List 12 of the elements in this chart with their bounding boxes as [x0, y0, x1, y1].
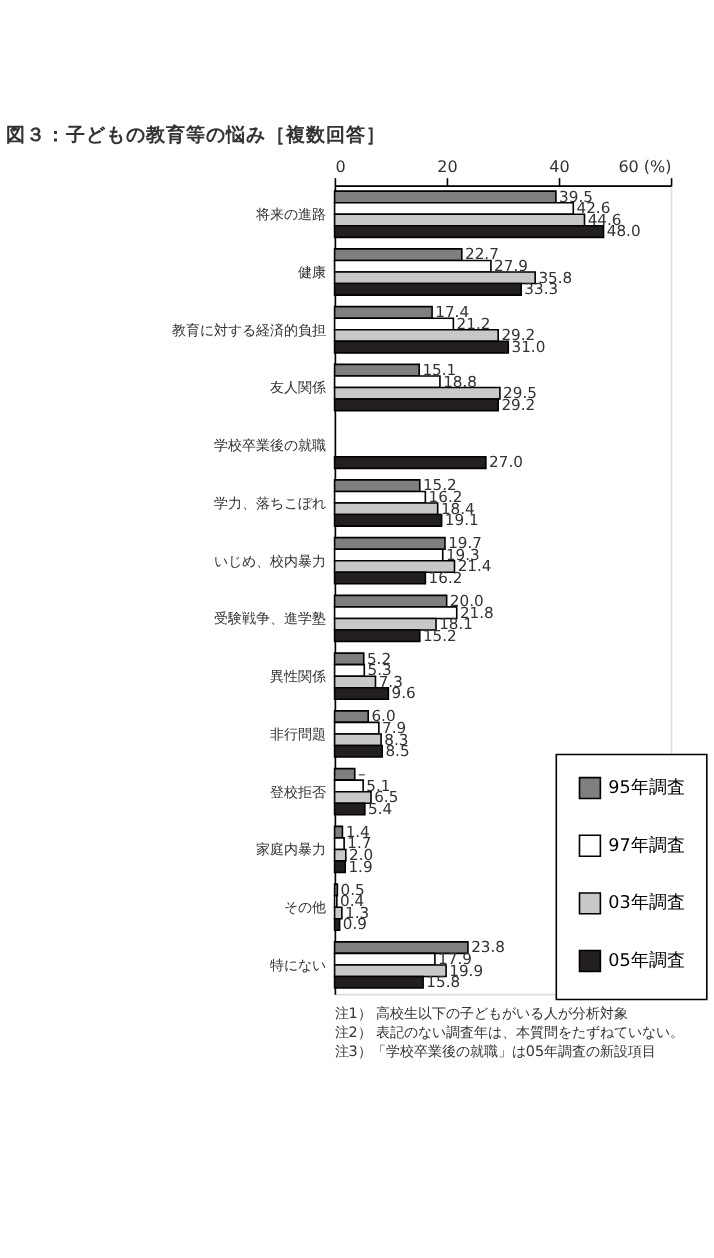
text: 注3）「学校卒業後の就職」は05年調査の新設項目	[334, 1042, 657, 1061]
legend-label: 05年調査	[608, 949, 685, 972]
legend-label: 03年調査	[608, 892, 685, 915]
text: 注1） 高校生以下の子どもがいる人が分析対象	[334, 1003, 629, 1022]
legend-label: 97年調査	[608, 834, 685, 857]
text: 注2） 表記のない調査年は、本質問をたずねていない。	[334, 1023, 685, 1042]
x-tick-label: 40	[549, 157, 570, 176]
x-tick-label: 20	[437, 157, 458, 176]
chart-title: 図３：子どもの教育等の悩み［複数回答］	[6, 122, 387, 147]
x-tick-label: 60 (%)	[618, 157, 672, 176]
legend-label: 95年調査	[608, 776, 685, 799]
x-tick-label: 0	[335, 157, 346, 176]
